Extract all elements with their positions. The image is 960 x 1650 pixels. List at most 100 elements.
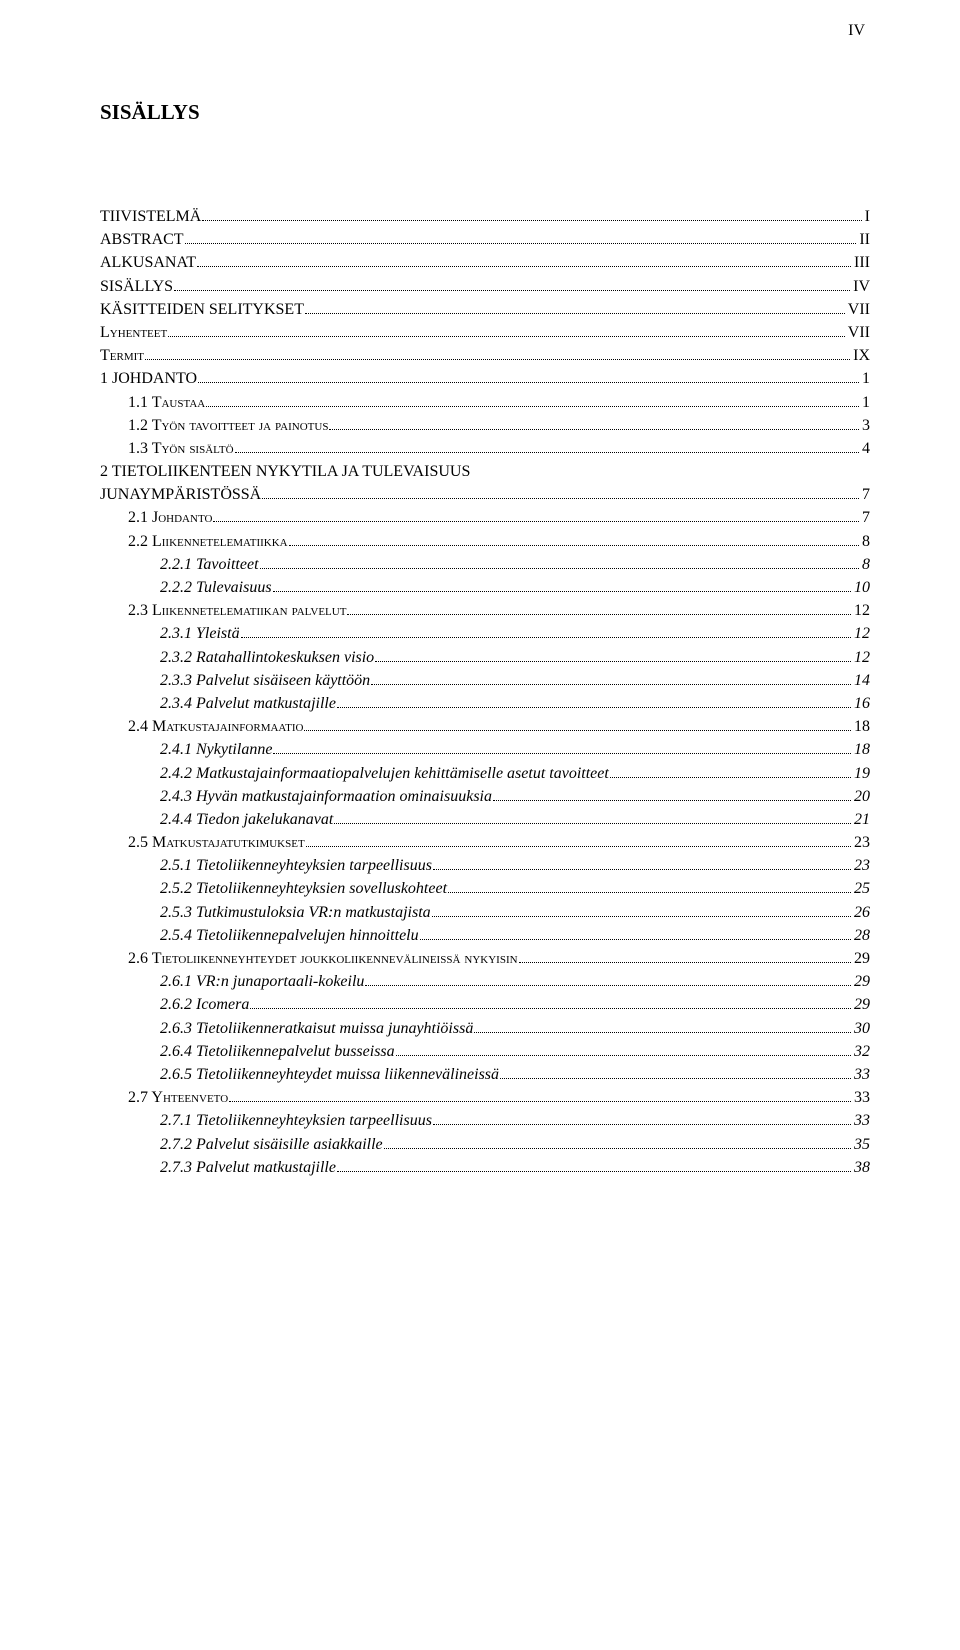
toc-page: 33 xyxy=(852,1063,870,1086)
toc-label: 2.7.2 Palvelut sisäisille asiakkaille xyxy=(160,1133,383,1156)
toc-label: 2.3.2 Ratahallintokeskuksen visio xyxy=(160,646,374,669)
toc-leader xyxy=(334,823,851,824)
toc-label: ALKUSANAT xyxy=(100,251,196,274)
toc-label: 2.6.4 Tietoliikennepalvelut busseissa xyxy=(160,1040,395,1063)
toc-page: 16 xyxy=(852,692,870,715)
toc-leader xyxy=(168,336,845,337)
toc-entry: SISÄLLYSIV xyxy=(100,275,870,298)
toc-label: 2.2.1 Tavoitteet xyxy=(160,553,259,576)
toc-leader xyxy=(432,916,851,917)
toc-leader xyxy=(202,220,861,221)
toc-label: 2.5 Matkustajatutkimukset xyxy=(128,831,305,854)
toc-label: 2.7.3 Palvelut matkustajille xyxy=(160,1156,336,1179)
toc-entry: 2.5.3 Tutkimustuloksia VR:n matkustajist… xyxy=(160,901,870,924)
toc-entry: 2.1 Johdanto7 xyxy=(128,506,870,529)
toc-page: 20 xyxy=(852,785,870,808)
toc-label: 2.4.2 Matkustajainformaatiopalvelujen ke… xyxy=(160,762,609,785)
toc-label: 2.6.2 Icomera xyxy=(160,993,249,1016)
toc-leader xyxy=(337,707,851,708)
toc-entry: 2.6.2 Icomera29 xyxy=(160,993,870,1016)
toc-page: 12 xyxy=(852,646,870,669)
toc-page: VII xyxy=(846,321,870,344)
toc-entry: ALKUSANATIII xyxy=(100,251,870,274)
toc-leader xyxy=(500,1078,851,1079)
toc-leader xyxy=(145,359,850,360)
toc-label: JUNAYMPÄRISTÖSSÄ xyxy=(100,483,261,506)
toc-leader xyxy=(306,846,851,847)
page-number: IV xyxy=(848,22,865,40)
toc-leader xyxy=(519,962,851,963)
toc-page: 14 xyxy=(852,669,870,692)
toc-leader xyxy=(273,591,851,592)
toc-label: Termit xyxy=(100,344,144,367)
toc-leader xyxy=(262,498,859,499)
toc-label: 2.3.1 Yleistä xyxy=(160,622,240,645)
toc-leader xyxy=(250,1008,851,1009)
toc-page: VII xyxy=(846,298,870,321)
toc-page: 23 xyxy=(852,831,870,854)
toc-label: KÄSITTEIDEN SELITYKSET xyxy=(100,298,304,321)
toc-entry: 2.3.3 Palvelut sisäiseen käyttöön 14 xyxy=(160,669,870,692)
toc-label: 2.4.4 Tiedon jakelukanavat xyxy=(160,808,333,831)
toc-page: 10 xyxy=(852,576,870,599)
toc-entry: 2.2.2 Tulevaisuus 10 xyxy=(160,576,870,599)
toc-entry: 2.2.1 Tavoitteet 8 xyxy=(160,553,870,576)
toc-entry: 2.3 Liikennetelematiikan palvelut12 xyxy=(128,599,870,622)
toc-label: 2.3.3 Palvelut sisäiseen käyttöön xyxy=(160,669,370,692)
toc-entry: TIIVISTELMÄI xyxy=(100,205,870,228)
toc-leader xyxy=(260,568,859,569)
toc-page: 8 xyxy=(860,530,870,553)
toc-label: 2.5.2 Tietoliikenneyhteyksien sovellusko… xyxy=(160,877,447,900)
toc-leader xyxy=(610,777,851,778)
toc-label: 1.1 Taustaa xyxy=(128,391,205,414)
toc-leader xyxy=(371,684,851,685)
toc-leader xyxy=(365,985,851,986)
toc-entry: JUNAYMPÄRISTÖSSÄ7 xyxy=(100,483,870,506)
toc-page: 8 xyxy=(860,553,870,576)
toc-entry: Lyhenteet VII xyxy=(100,321,870,344)
toc-page: 21 xyxy=(852,808,870,831)
toc-label: 1.3 Työn sisältö xyxy=(128,437,234,460)
toc-entry: 2.4.1 Nykytilanne 18 xyxy=(160,738,870,761)
toc-page: 29 xyxy=(852,970,870,993)
toc-page: 29 xyxy=(852,947,870,970)
toc-entry: 2.5.1 Tietoliikenneyhteyksien tarpeellis… xyxy=(160,854,870,877)
toc-entry: 2.4 Matkustajainformaatio18 xyxy=(128,715,870,738)
toc-page: 33 xyxy=(852,1086,870,1109)
toc-label: 1 JOHDANTO xyxy=(100,367,197,390)
toc-leader xyxy=(273,753,851,754)
toc-leader xyxy=(185,243,857,244)
table-of-contents: TIIVISTELMÄIABSTRACTIIALKUSANATIIISISÄLL… xyxy=(100,205,870,1179)
toc-entry: 2.4.4 Tiedon jakelukanavat 21 xyxy=(160,808,870,831)
toc-page: 18 xyxy=(852,738,870,761)
toc-label: 2.4.3 Hyvän matkustajainformaation omina… xyxy=(160,785,492,808)
toc-entry: 2.2 Liikennetelematiikka8 xyxy=(128,530,870,553)
toc-leader xyxy=(206,406,859,407)
toc-label: 2.4.1 Nykytilanne xyxy=(160,738,272,761)
toc-label: 2.2.2 Tulevaisuus xyxy=(160,576,272,599)
toc-page: 38 xyxy=(852,1156,870,1179)
toc-entry: 1.3 Työn sisältö4 xyxy=(128,437,870,460)
toc-leader xyxy=(198,382,859,383)
toc-leader xyxy=(375,661,851,662)
toc-entry: 2.5.4 Tietoliikennepalvelujen hinnoittel… xyxy=(160,924,870,947)
toc-label: 2.6.5 Tietoliikenneyhteydet muissa liike… xyxy=(160,1063,499,1086)
toc-entry: 2.3.1 Yleistä12 xyxy=(160,622,870,645)
toc-label: 2.5.4 Tietoliikennepalvelujen hinnoittel… xyxy=(160,924,419,947)
toc-label: Lyhenteet xyxy=(100,321,167,344)
toc-leader xyxy=(433,869,851,870)
page-title: SISÄLLYS xyxy=(100,100,870,125)
toc-label: 1.2 Työn tavoitteet ja painotus xyxy=(128,414,328,437)
toc-label: 2 TIETOLIIKENTEEN NYKYTILA JA TULEVAISUU… xyxy=(100,460,470,483)
toc-entry: 1.1 Taustaa1 xyxy=(128,391,870,414)
toc-entry: 2.7.3 Palvelut matkustajille 38 xyxy=(160,1156,870,1179)
toc-leader xyxy=(174,290,850,291)
toc-label: 2.7.1 Tietoliikenneyhteyksien tarpeellis… xyxy=(160,1109,432,1132)
toc-leader xyxy=(229,1101,851,1102)
toc-entry: 2.6 Tietoliikenneyhteydet joukkoliikenne… xyxy=(128,947,870,970)
toc-label: SISÄLLYS xyxy=(100,275,173,298)
toc-entry: 2.6.3 Tietoliikenneratkaisut muissa juna… xyxy=(160,1017,870,1040)
toc-leader xyxy=(493,800,851,801)
toc-leader xyxy=(304,730,851,731)
toc-leader xyxy=(396,1055,851,1056)
